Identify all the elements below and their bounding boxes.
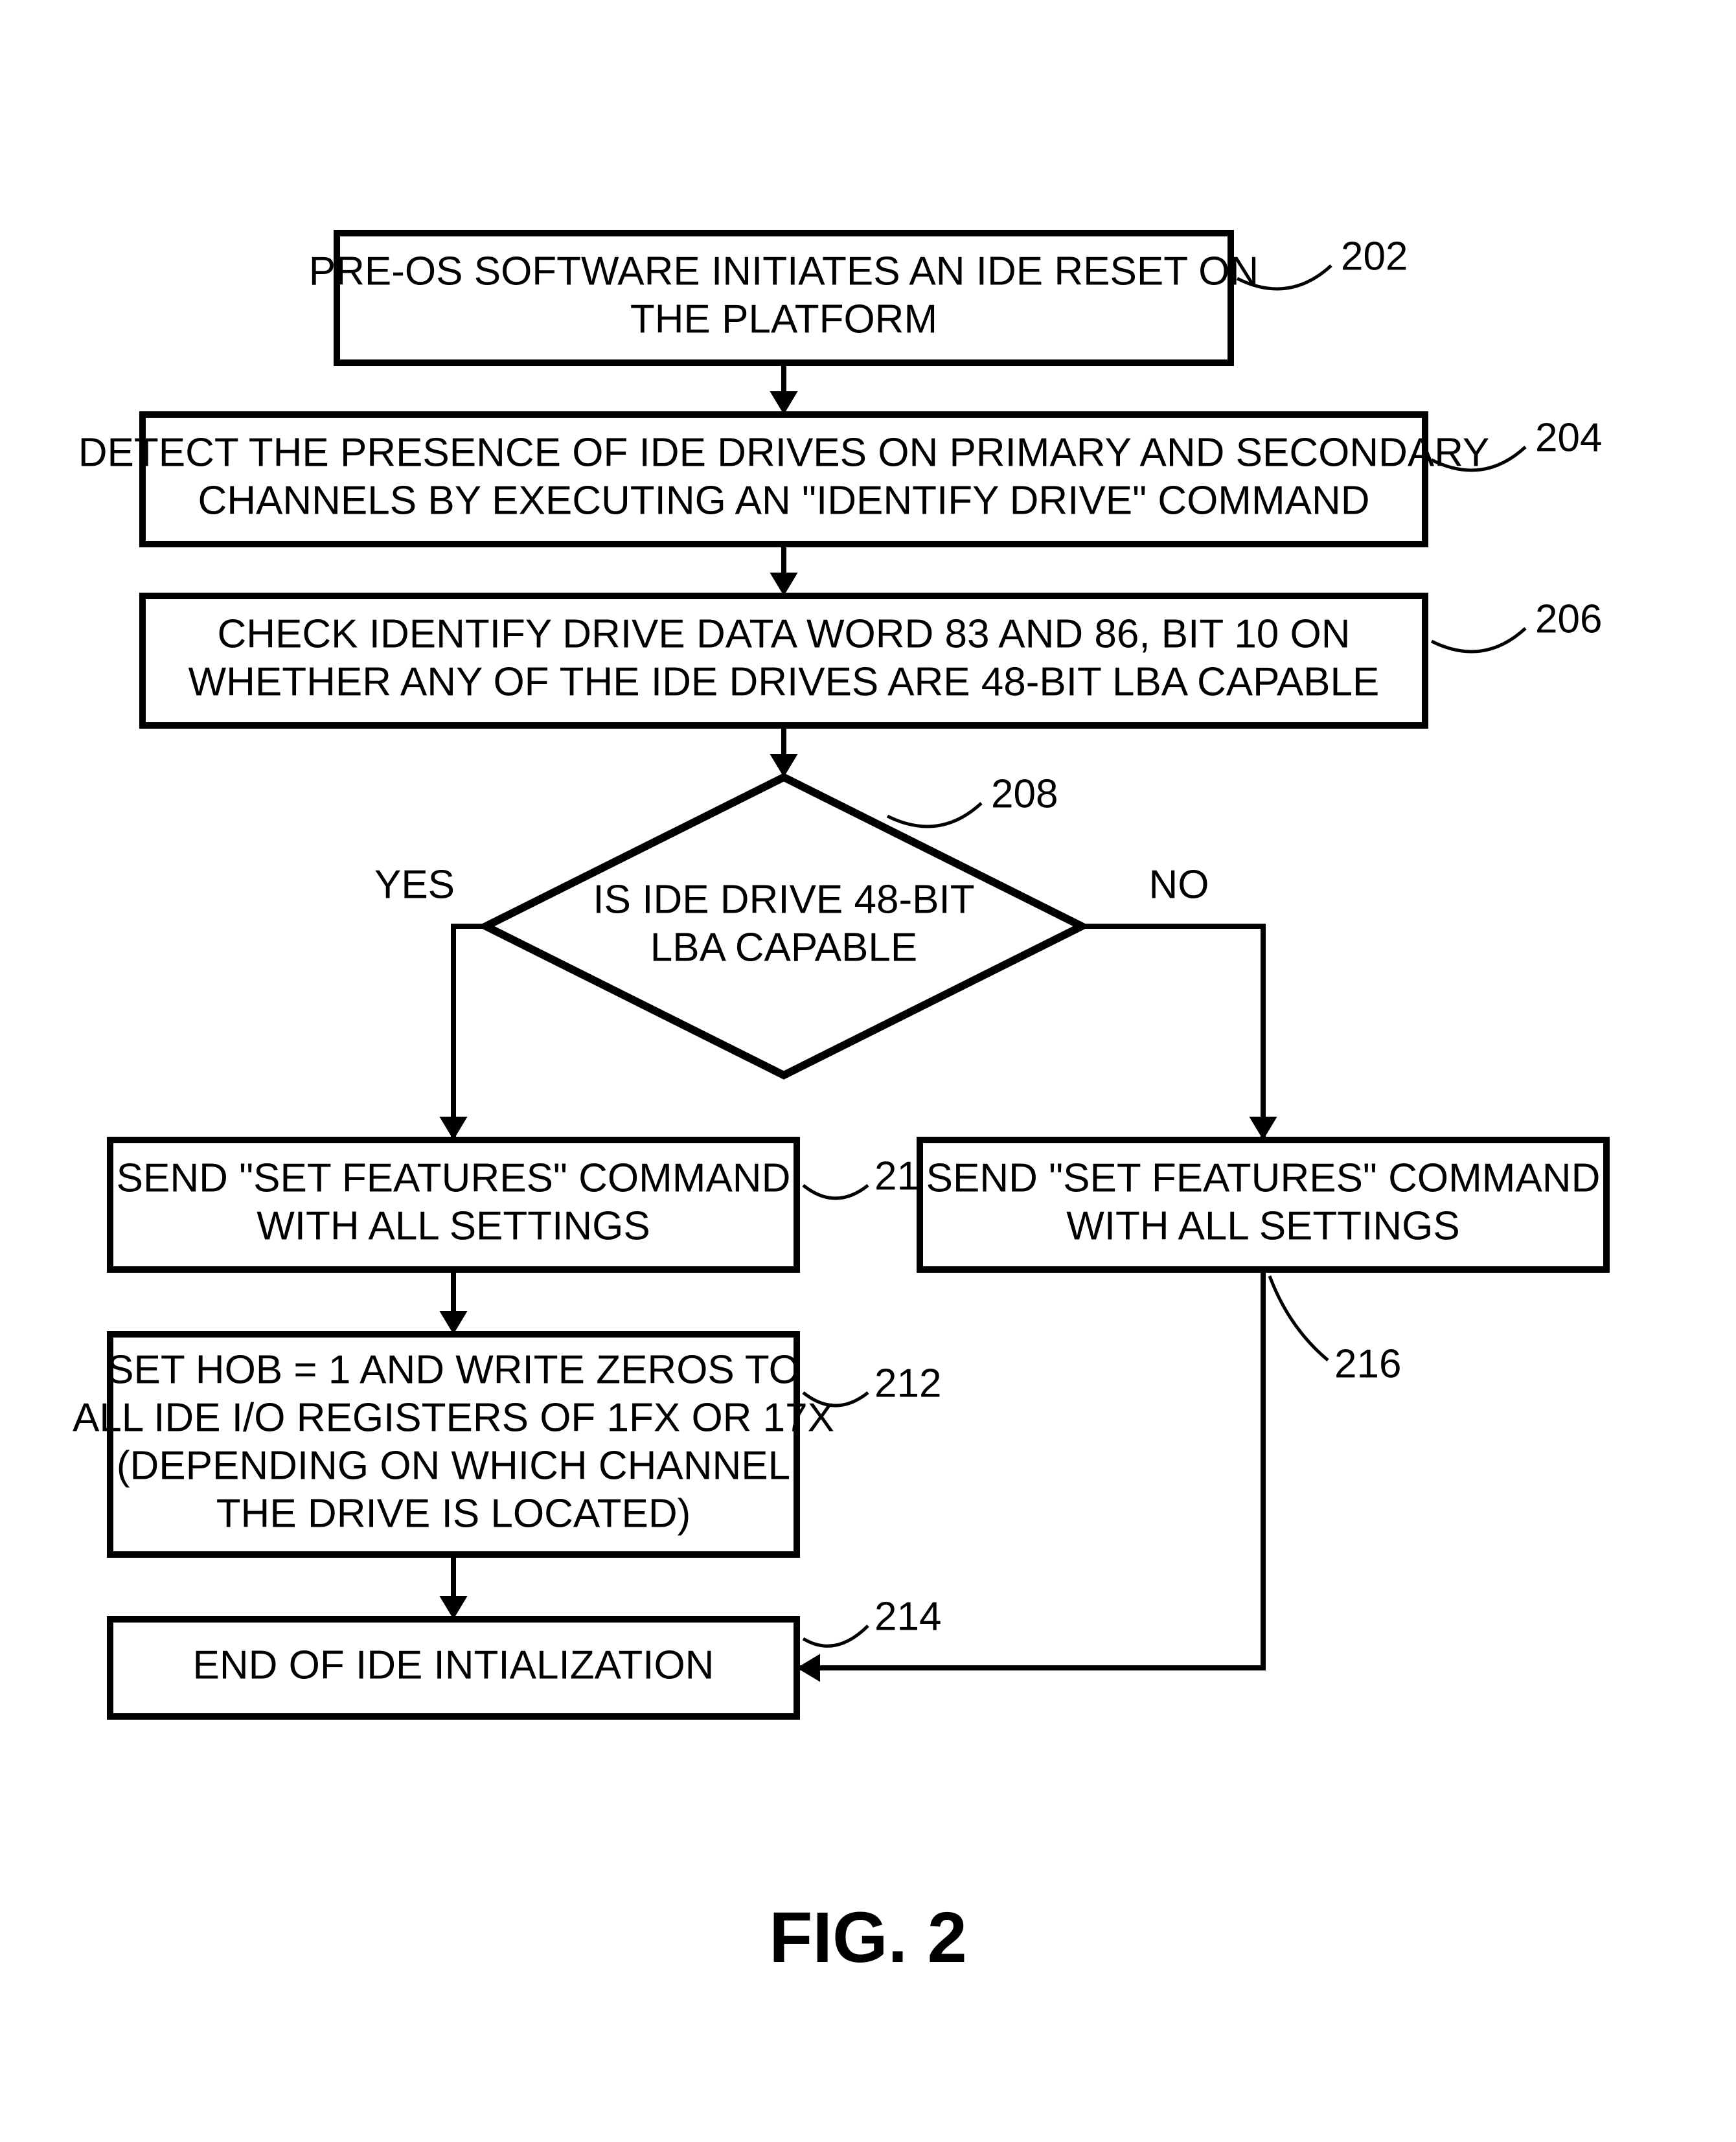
svg-text:SET HOB = 1 AND WRITE ZEROS TO: SET HOB = 1 AND WRITE ZEROS TO [107,1347,800,1392]
svg-text:YES: YES [374,862,455,907]
svg-text:WITH ALL SETTINGS: WITH ALL SETTINGS [1066,1203,1459,1248]
svg-text:SEND "SET FEATURES" COMMAND: SEND "SET FEATURES" COMMAND [117,1156,791,1200]
svg-text:208: 208 [991,771,1058,816]
svg-text:NO: NO [1149,862,1209,907]
svg-text:FIG. 2: FIG. 2 [769,1898,967,1977]
svg-text:END OF IDE INTIALIZATION: END OF IDE INTIALIZATION [193,1643,714,1687]
svg-text:(DEPENDING ON WHICH CHANNEL: (DEPENDING ON WHICH CHANNEL [117,1443,790,1488]
svg-text:212: 212 [874,1361,941,1406]
svg-text:WHETHER ANY OF THE IDE DRIVES: WHETHER ANY OF THE IDE DRIVES ARE 48-BIT… [188,659,1380,704]
svg-text:THE DRIVE IS LOCATED): THE DRIVE IS LOCATED) [216,1491,691,1536]
svg-text:SEND "SET FEATURES" COMMAND: SEND "SET FEATURES" COMMAND [926,1156,1601,1200]
svg-text:ALL IDE I/O REGISTERS OF 1FX O: ALL IDE I/O REGISTERS OF 1FX OR 17X [73,1395,834,1440]
svg-text:IS IDE DRIVE 48-BIT: IS IDE DRIVE 48-BIT [593,877,974,922]
svg-text:206: 206 [1535,597,1602,641]
svg-text:DETECT THE PRESENCE OF IDE DRI: DETECT THE PRESENCE OF IDE DRIVES ON PRI… [78,430,1490,475]
svg-text:204: 204 [1535,415,1602,460]
svg-text:THE PLATFORM: THE PLATFORM [630,297,937,341]
svg-text:216: 216 [1334,1341,1401,1386]
svg-text:LBA CAPABLE: LBA CAPABLE [650,925,917,970]
svg-text:202: 202 [1341,234,1408,279]
svg-text:CHANNELS BY EXECUTING AN "IDEN: CHANNELS BY EXECUTING AN "IDENTIFY DRIVE… [198,478,1369,523]
svg-text:214: 214 [874,1594,941,1639]
svg-text:CHECK IDENTIFY DRIVE DATA WORD: CHECK IDENTIFY DRIVE DATA WORD 83 AND 86… [217,611,1350,656]
svg-text:WITH ALL SETTINGS: WITH ALL SETTINGS [257,1203,650,1248]
svg-text:PRE-OS SOFTWARE INITIATES AN I: PRE-OS SOFTWARE INITIATES AN IDE RESET O… [309,249,1259,293]
